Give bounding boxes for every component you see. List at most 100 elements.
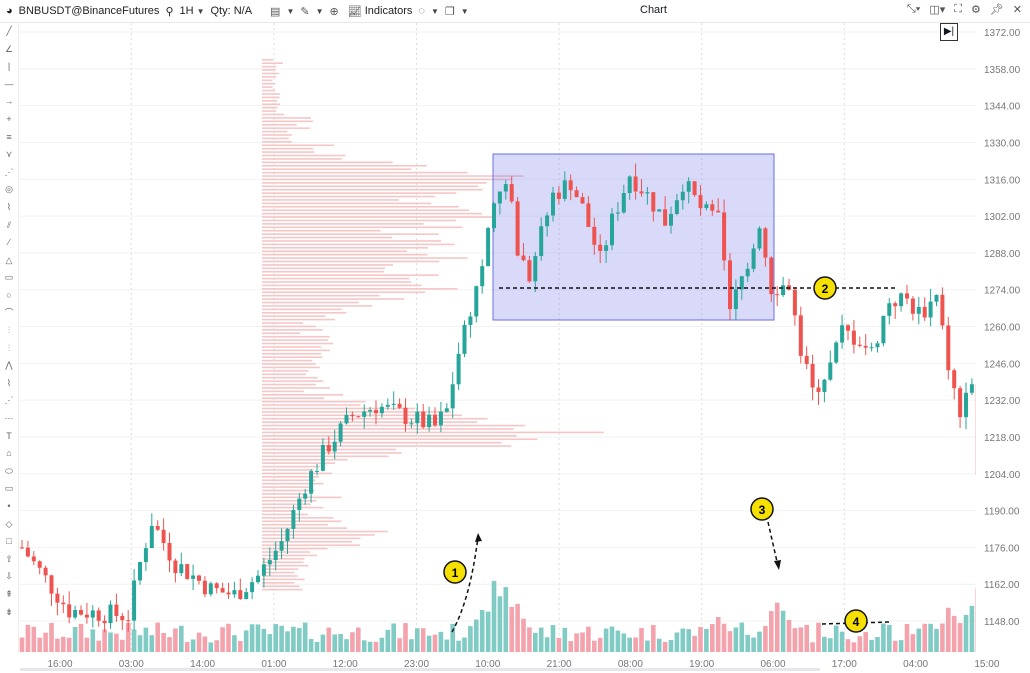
horizontal-scrollbar[interactable] bbox=[20, 668, 820, 671]
pattern-icon[interactable]: ⫶ bbox=[7, 342, 11, 353]
annotation-1: 1 bbox=[443, 560, 467, 584]
candle-body bbox=[680, 191, 685, 201]
ruler-icon[interactable]: ⫽ bbox=[6, 219, 11, 230]
ray-icon[interactable]: | bbox=[7, 61, 11, 72]
volume-profile-bar bbox=[262, 513, 309, 516]
gann-icon[interactable]: ⌇ bbox=[6, 201, 12, 212]
diamond-icon[interactable]: ◇ bbox=[5, 518, 13, 529]
chevron-down-icon: ▼ bbox=[315, 6, 324, 16]
candle-body bbox=[261, 564, 266, 576]
fib-icon[interactable]: ◎ bbox=[5, 184, 13, 195]
qty-label[interactable]: Qty: N/A bbox=[210, 5, 253, 17]
triangle-icon[interactable]: △ bbox=[5, 254, 13, 265]
tag-icon[interactable]: ⌂ bbox=[6, 448, 12, 459]
square-icon[interactable]: □ bbox=[6, 536, 12, 547]
volume-profile-bar bbox=[262, 517, 334, 519]
volume-profile-bar bbox=[262, 435, 517, 437]
circle-icon[interactable]: ○ bbox=[6, 289, 12, 300]
volume-profile-bar bbox=[262, 496, 342, 499]
forecast-icon[interactable]: ⋰ bbox=[4, 395, 14, 406]
price-tick-label: 1148.00 bbox=[984, 617, 1020, 628]
volume-profile-bar bbox=[262, 575, 298, 577]
volume-bar bbox=[279, 625, 284, 652]
volume-profile-bar bbox=[262, 277, 410, 280]
sort-down-icon[interactable]: ⇟ bbox=[5, 606, 13, 617]
candle-body bbox=[161, 529, 166, 544]
volume-bar bbox=[851, 642, 857, 652]
scroll-to-realtime-button[interactable]: ▶| bbox=[940, 23, 958, 41]
crosshair-icon[interactable]: ≡ bbox=[6, 131, 12, 142]
interval-dropdown[interactable]: 1H ▼ bbox=[180, 5, 205, 17]
drawing-button[interactable]: ✎ ▼ bbox=[300, 5, 323, 18]
candle-body bbox=[356, 416, 361, 418]
volume-profile-bar bbox=[262, 380, 324, 382]
arrow-icon[interactable]: + bbox=[6, 113, 12, 124]
fullscreen-icon[interactable]: ⛶ bbox=[954, 3, 962, 15]
pin-icon[interactable]: 📌︎ bbox=[989, 4, 1004, 16]
volume-bar bbox=[491, 580, 497, 652]
candle-body bbox=[480, 266, 485, 287]
layout-button[interactable]: ❐ ▼ bbox=[445, 5, 469, 18]
cursor-icon[interactable]: ╱ bbox=[6, 26, 12, 36]
up-arrow-icon[interactable]: ⇧ bbox=[5, 553, 13, 564]
parallel-channel-icon[interactable]: ⋎ bbox=[5, 149, 13, 160]
camera-icon[interactable]: ◫▾ bbox=[929, 4, 946, 16]
volume-bar bbox=[415, 628, 420, 652]
volume-profile-bar bbox=[262, 346, 321, 348]
gear-icon[interactable]: ⚙ bbox=[970, 4, 981, 16]
volume-profile-bar bbox=[262, 308, 342, 311]
time-tick-label: 12:00 bbox=[333, 659, 358, 670]
down-arrow-icon[interactable]: ⇩ bbox=[5, 571, 13, 582]
elliott-icon[interactable]: ⋀ bbox=[5, 360, 13, 371]
zoom-in-button[interactable]: ⊕ bbox=[330, 5, 342, 18]
volume-bar bbox=[786, 619, 792, 652]
volume-bar bbox=[196, 632, 202, 652]
path-icon[interactable]: ⌒ bbox=[4, 307, 14, 318]
symbol-button[interactable]: BNBUSDT@BinanceFutures bbox=[19, 5, 160, 17]
candle-body bbox=[698, 195, 703, 209]
candle-body bbox=[816, 387, 821, 392]
close-icon[interactable]: ✕ bbox=[1012, 4, 1022, 16]
trend-line-icon[interactable]: ∠ bbox=[4, 43, 14, 54]
candle-body bbox=[551, 192, 555, 216]
search-icon[interactable]: ⚲ bbox=[165, 5, 174, 18]
volume-profile-bar bbox=[262, 240, 441, 242]
sort-up-icon[interactable]: ⇞ bbox=[5, 589, 13, 599]
volume-bar bbox=[444, 639, 450, 652]
ellipse-icon[interactable]: ⬭ bbox=[5, 465, 13, 476]
volume-profile-bar bbox=[262, 417, 488, 420]
collapse-icon[interactable]: ⤡▾ bbox=[906, 3, 921, 15]
callout-icon[interactable]: ▭ bbox=[4, 483, 14, 494]
range-icon[interactable]: ⋯ bbox=[4, 413, 14, 424]
volume-bar bbox=[125, 623, 131, 652]
candle-body bbox=[739, 276, 744, 290]
text-icon[interactable]: T bbox=[6, 430, 12, 441]
dot-icon[interactable]: • bbox=[7, 501, 11, 512]
candle-body bbox=[722, 212, 727, 261]
volume-profile-bar bbox=[262, 544, 361, 547]
long-position-icon[interactable]: ⫶ bbox=[7, 325, 11, 336]
price-tick-label: 1288.00 bbox=[984, 249, 1021, 260]
vertical-line-icon[interactable]: — bbox=[4, 78, 14, 89]
cycle-icon[interactable]: ⌇ bbox=[6, 377, 12, 388]
indicators-button[interactable]: 📈︎ Indicators bbox=[348, 5, 413, 18]
pitchfork-icon[interactable]: ⋰ bbox=[4, 166, 14, 177]
volume-profile-bar bbox=[262, 291, 426, 294]
time-tick-label: 01:00 bbox=[261, 659, 286, 670]
volume-profile-bar bbox=[262, 89, 276, 92]
volume-bar bbox=[774, 602, 780, 652]
brush-icon[interactable]: ∕ bbox=[8, 237, 10, 248]
volume-bar bbox=[432, 634, 438, 652]
rectangle-icon[interactable]: ▭ bbox=[4, 272, 14, 283]
templates-button[interactable]: ◌ ▼ bbox=[418, 5, 438, 17]
chart-type-button[interactable]: ▤ ▼ bbox=[270, 5, 294, 18]
volume-profile-bar bbox=[262, 554, 317, 557]
candle-body bbox=[43, 567, 48, 576]
horizontal-line-icon[interactable]: → bbox=[4, 96, 14, 107]
candle-body bbox=[55, 593, 60, 603]
candle-body bbox=[20, 547, 24, 549]
volume-bar bbox=[25, 624, 31, 652]
price-axis[interactable] bbox=[976, 23, 1030, 653]
volume-profile-bar bbox=[262, 134, 292, 136]
